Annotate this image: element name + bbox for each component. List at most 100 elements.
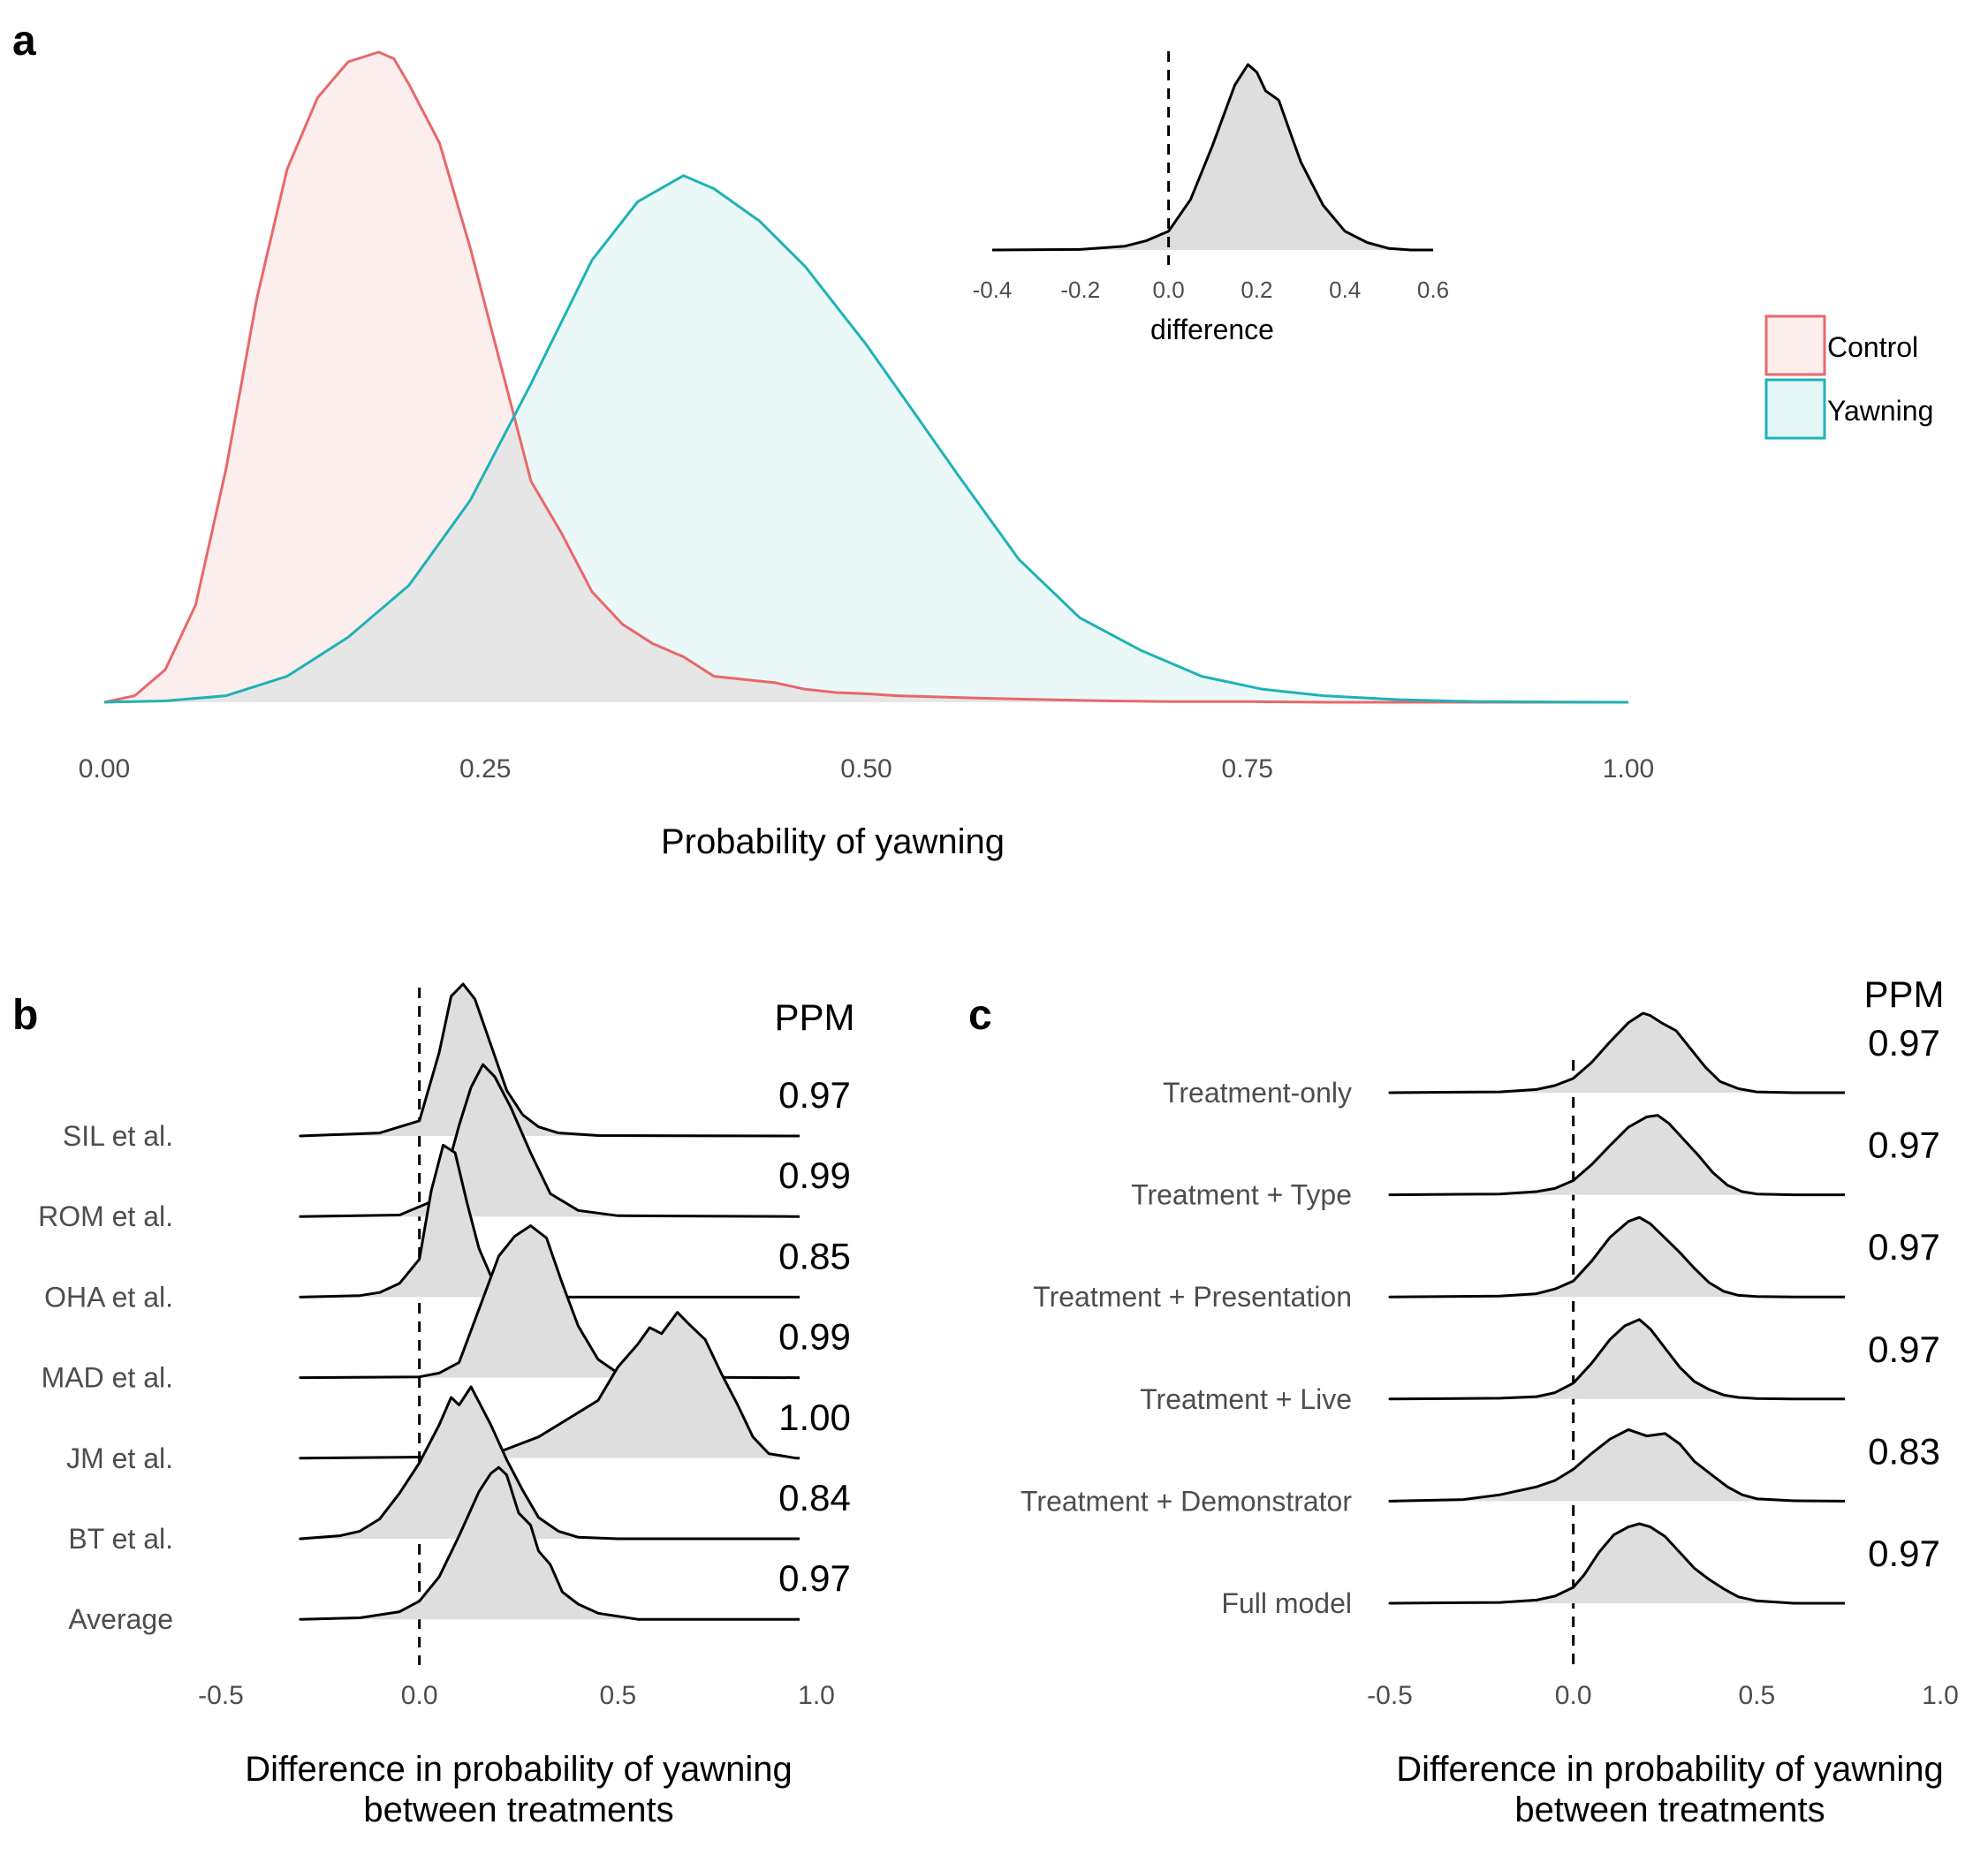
ppm-value: 0.83 [1868,1430,1940,1472]
ridge-row: ROM et al. 0.99 [38,1063,851,1232]
x-tick-label: 1.0 [798,1681,835,1710]
row-label: OHA et al. [44,1281,173,1313]
ridge-row: Treatment + Presentation 0.97 [1033,1215,1940,1313]
ridge-density-fill [1390,1115,1841,1195]
ridge-density-fill [300,1312,797,1458]
x-axis-title-line: Difference in probability of yawning [245,1750,793,1789]
ridge-density-fill [1390,1319,1841,1399]
inset-x-axis-title: difference [1150,314,1274,345]
row-label: Treatment + Live [1140,1383,1352,1415]
row-label: Treatment + Demonstrator [1021,1485,1352,1517]
ridge-row: Treatment + Live 0.97 [1140,1318,1940,1415]
ppm-value: 0.97 [1868,1533,1940,1574]
ridge-row: Full model 0.97 [1221,1522,1940,1619]
row-label: BT et al. [68,1523,173,1555]
panel-a-density-plot: 0.00 0.25 0.50 0.75 1.00 Probability of yawni… [79,50,1654,861]
ppm-value: 0.97 [1868,1329,1940,1370]
ridge-density-fill [300,1225,797,1378]
panel-c-ridgeline-plot: PPM Treatment-only 0.97 Treatment + Type 0.9… [1021,973,1959,1829]
row-label: Full model [1221,1587,1352,1619]
density-line-control [103,50,1628,704]
ridge-density-line [299,1311,800,1460]
x-axis-title-line: between treatments [363,1791,673,1829]
x-tick-label: 0.00 [79,754,130,784]
ppm-value: 0.84 [778,1477,851,1518]
ppm-value: 0.97 [778,1557,851,1599]
ridge-density-fill [1390,1429,1841,1502]
x-axis-title: Probability of yawning [661,822,1005,861]
ridge-row: Treatment + Type 0.97 [1131,1114,1940,1211]
legend-key-yawning [1764,378,1826,440]
x-tick-label: 1.00 [1603,754,1654,784]
ridge-density-line [1388,1114,1845,1197]
panel-a-letter: a [12,18,36,64]
inset-x-tick-label: -0.2 [1060,276,1100,303]
inset-x-tick-label: -0.4 [973,276,1013,303]
legend-label-control: Control [1827,331,1918,363]
legend-key-control [1764,314,1826,376]
ridge-density-line [1388,1427,1845,1503]
x-tick-label: 0.5 [1738,1681,1775,1710]
ppm-value: 0.97 [1868,1226,1940,1268]
row-label: ROM et al. [38,1200,173,1232]
density-overlap-fill [104,422,1628,702]
ridge-density-fill [300,1467,797,1620]
ridge-density-line [299,1063,800,1218]
ridge-density-fill [1390,1217,1841,1298]
ridge-density-line [299,1385,800,1541]
row-label: Treatment + Type [1131,1179,1352,1211]
ridge-density-line [1388,1318,1845,1401]
row-label: SIL et al. [63,1120,173,1152]
density-line-yawning [103,174,1629,704]
ppm-value: 0.97 [1868,1022,1940,1064]
ppm-value: 0.97 [778,1074,851,1116]
x-tick-label: 0.0 [401,1681,438,1710]
x-axis-title-line: Difference in probability of yawning [1396,1750,1944,1789]
ridge-row: Treatment-only 0.97 [1163,1011,1940,1109]
panel-a-legend: Control Yawning [1764,314,1933,440]
ridge-density-line [299,1465,800,1621]
row-label: MAD et al. [42,1362,173,1394]
inset-x-tick-label: 0.2 [1241,276,1272,303]
ridge-row: JM et al. 1.00 [66,1311,851,1474]
x-tick-label: 0.5 [599,1681,636,1710]
x-tick-label: -0.5 [198,1681,244,1710]
row-label: JM et al. [66,1442,173,1474]
ridge-row: BT et al. 0.84 [68,1385,851,1555]
ridge-row: SIL et al. 0.97 [63,982,851,1152]
ridge-density-fill [300,984,797,1136]
ppm-value: 1.00 [778,1397,851,1438]
ridge-row: Average 0.97 [68,1465,851,1635]
ridge-row: Treatment + Demonstrator 0.83 [1021,1427,1940,1517]
x-tick-label: 0.25 [459,754,511,784]
ridge-density-fill [300,1064,797,1217]
x-tick-label: 0.50 [840,754,892,784]
inset-density-fill [992,64,1433,250]
ppm-header: PPM [774,996,854,1038]
panel-c-letter: c [968,992,992,1039]
legend-label-yawning: Yawning [1827,395,1933,427]
ppm-value: 0.99 [778,1155,851,1196]
ppm-header: PPM [1863,973,1944,1015]
inset-density-line [991,63,1433,252]
ridge-density-line [1388,1215,1845,1298]
ridge-density-line [1388,1522,1845,1605]
ridge-density-line [1388,1011,1845,1094]
x-tick-label: 0.0 [1555,1681,1592,1710]
x-tick-label: 1.0 [1922,1681,1959,1710]
x-tick-label: -0.5 [1367,1681,1413,1710]
ridge-density-fill [1390,1013,1841,1093]
ridge-density-fill [1390,1524,1841,1603]
inset-x-tick-label: 0.4 [1329,276,1361,303]
x-axis-title-line: between treatments [1514,1791,1825,1829]
ridge-density-line [299,982,800,1138]
ppm-value: 0.99 [778,1316,851,1358]
inset-x-tick-label: 0.6 [1417,276,1449,303]
ridge-density-fill [300,1387,797,1539]
panel-b-ridgeline-plot: PPM SIL et al. 0.97 ROM et al. 0.99 OHA et al… [38,982,855,1829]
panel-a-inset-difference-plot: -0.4 -0.2 0.0 0.2 0.4 0.6 difference [973,51,1449,345]
row-label: Average [68,1603,173,1635]
x-tick-label: 0.75 [1222,754,1273,784]
row-label: Treatment + Presentation [1033,1281,1352,1313]
